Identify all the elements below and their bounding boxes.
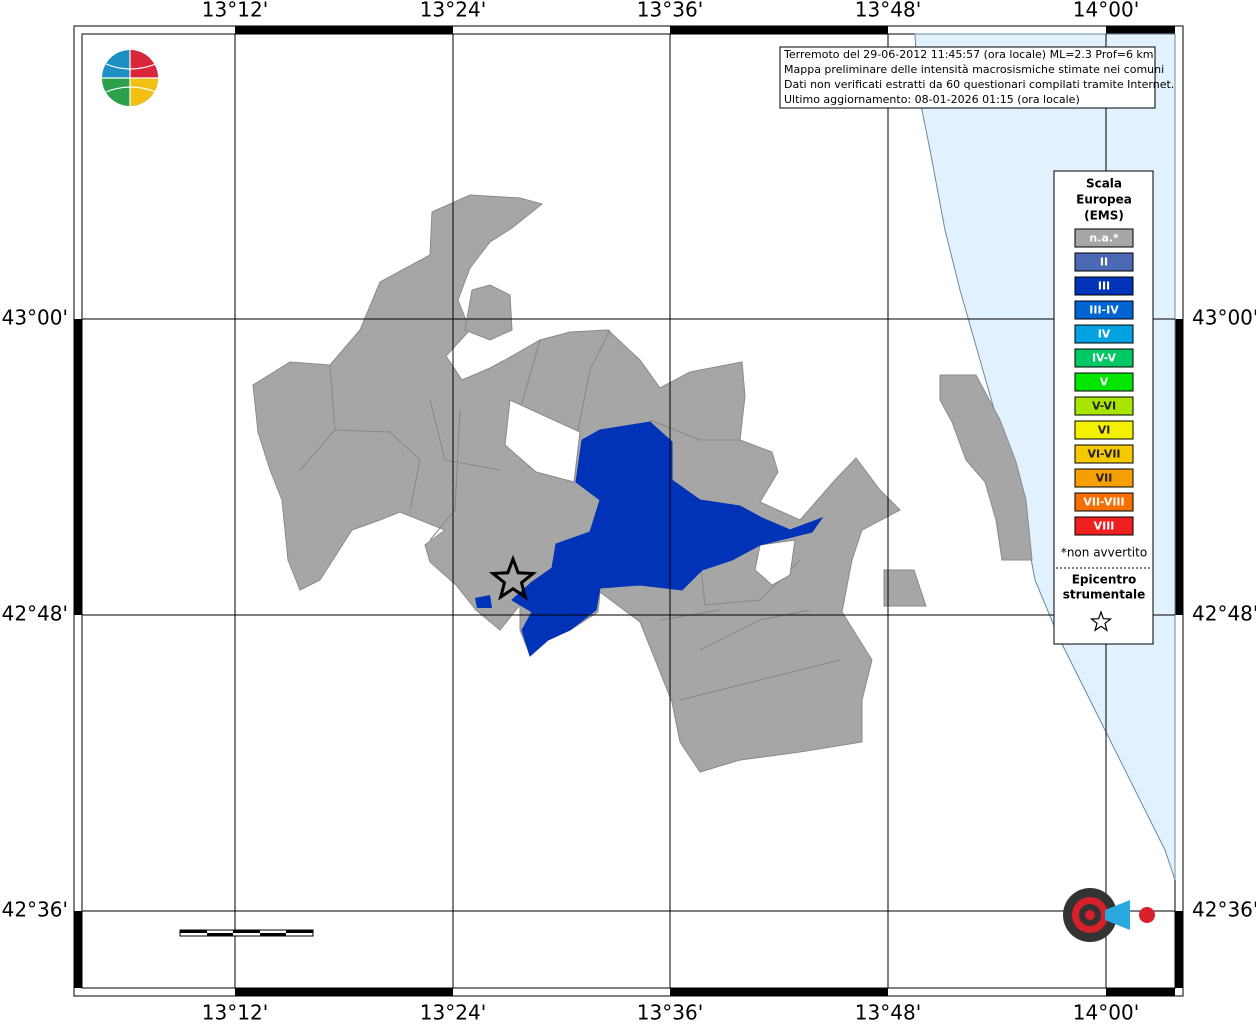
lon-label: 13°48' — [855, 1001, 921, 1024]
lon-label: 13°36' — [637, 1001, 703, 1024]
info-line: Terremoto del 29-06-2012 11:45:57 (ora l… — [783, 48, 1154, 61]
lat-label: 42°48' — [1192, 602, 1256, 626]
legend-label: VI-VII — [1087, 448, 1120, 461]
ingv-logo — [102, 50, 158, 106]
legend-title: Scala — [1086, 177, 1122, 191]
lat-label: 42°36' — [1192, 898, 1256, 922]
legend-label: III — [1098, 280, 1110, 293]
scale-bar — [179, 929, 314, 937]
legend-label: V-VI — [1092, 400, 1116, 413]
no-data-area — [504, 399, 581, 483]
lon-label: 13°36' — [637, 0, 703, 22]
lon-label: 13°48' — [855, 0, 921, 22]
municipalities — [252, 194, 1033, 773]
info-text: Terremoto del 29-06-2012 11:45:57 (ora l… — [783, 48, 1174, 106]
legend-swatch — [1074, 492, 1134, 512]
legend-swatch — [1074, 300, 1134, 320]
lon-label: 13°12' — [202, 0, 268, 22]
legend-label: VI — [1098, 424, 1111, 437]
info-line: Ultimo aggiornamento: 08-01-2026 01:15 (… — [784, 93, 1080, 106]
legend-label: VIII — [1094, 520, 1115, 533]
legend-swatch — [1074, 516, 1134, 536]
legend-label: IV — [1098, 328, 1111, 341]
legend-label: IV-V — [1092, 352, 1117, 365]
legend-swatch — [1074, 324, 1134, 344]
legend-swatch — [1074, 396, 1134, 416]
info-box — [779, 46, 1156, 109]
legend-label: III-IV — [1089, 304, 1119, 317]
legend-title: Europea — [1076, 193, 1132, 207]
legend-swatch — [1074, 276, 1134, 296]
legend: ScalaEuropea(EMS)n.a.*IIIIIIII-IVIVIV-VV… — [1056, 177, 1151, 602]
lat-label: 43°00' — [2, 306, 68, 330]
frame-bands — [74, 26, 1183, 996]
no-data-area — [754, 539, 796, 586]
legend-swatch — [1074, 420, 1134, 440]
hsit-logo — [1063, 888, 1155, 942]
legend-label: VII — [1096, 472, 1113, 485]
legend-swatch — [1074, 252, 1134, 272]
lat-label: 42°48' — [2, 602, 68, 626]
intensity-III-region — [511, 421, 824, 657]
info-line: Dati non verificati estratti da 60 quest… — [784, 78, 1174, 91]
legend-swatch — [1074, 444, 1134, 464]
lon-label: 14°00' — [1073, 0, 1139, 22]
legend-epicenter: strumentale — [1063, 588, 1146, 602]
legend-title: (EMS) — [1084, 209, 1124, 223]
lon-label: 13°24' — [420, 1001, 486, 1024]
legend-swatch — [1074, 468, 1134, 488]
lon-label: 14°00' — [1073, 1001, 1139, 1024]
legend-label: II — [1100, 256, 1108, 269]
lat-label: 42°36' — [2, 898, 68, 922]
legend-swatch — [1074, 348, 1134, 368]
legend-footnote: *non avvertito — [1061, 546, 1147, 560]
legend-epicenter: Epicentro — [1072, 573, 1137, 587]
legend-swatch — [1074, 372, 1134, 392]
lat-label: 43°00' — [1192, 306, 1256, 330]
legend-label: n.a.* — [1089, 232, 1119, 245]
legend-label: VII-VIII — [1083, 496, 1124, 509]
epicenter-star — [488, 554, 538, 601]
lon-label: 13°24' — [420, 0, 486, 22]
legend-swatch — [1074, 228, 1134, 248]
info-line: Mappa preliminare delle intensità macros… — [784, 63, 1164, 76]
legend-label: V — [1100, 376, 1109, 389]
lon-label: 13°12' — [202, 1001, 268, 1024]
intensity-III-region — [475, 595, 492, 608]
legend-star — [1089, 610, 1113, 632]
